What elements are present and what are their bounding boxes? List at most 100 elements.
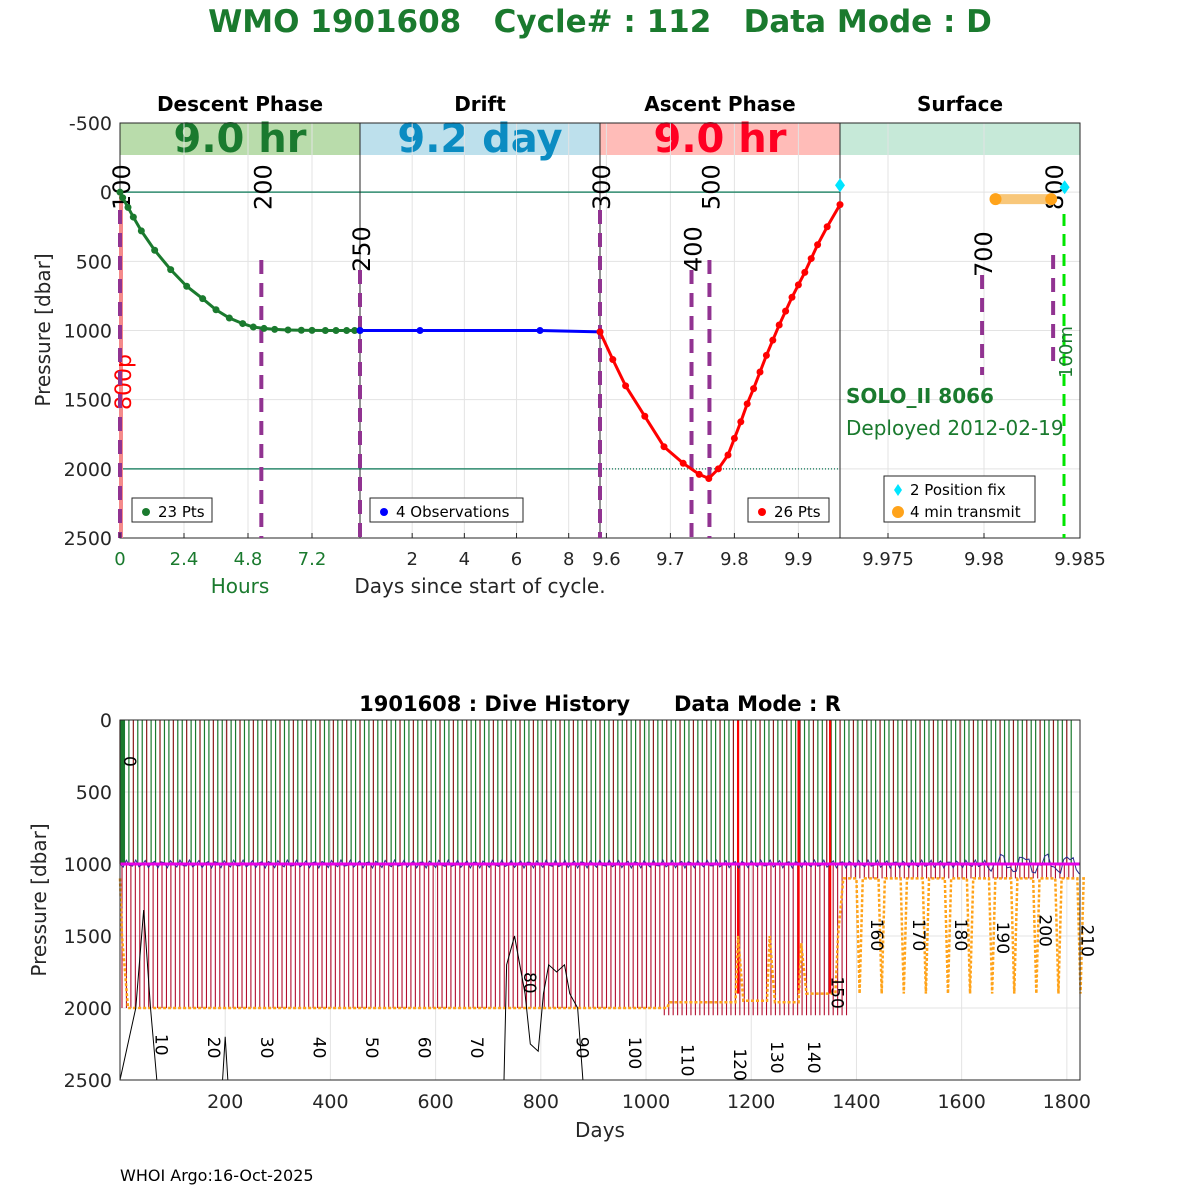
descent-point bbox=[183, 282, 191, 290]
ascent-point bbox=[823, 223, 831, 231]
cycle-label: 160 bbox=[866, 919, 886, 951]
x-tick-label-drift: 6 bbox=[511, 549, 522, 570]
cycle-label: 80 bbox=[519, 972, 539, 994]
dive-history-title: 1901608 : Dive History Data Mode : R bbox=[359, 692, 841, 716]
x-tick-label-surface: 9.985 bbox=[1054, 549, 1106, 570]
cycle-label: 70 bbox=[466, 1037, 486, 1059]
ascent-point bbox=[801, 268, 809, 276]
bottom-trace bbox=[222, 1036, 229, 1081]
y-tick-label: 500 bbox=[76, 251, 112, 273]
event-label-700: 700 bbox=[970, 231, 998, 277]
x-tick-label-descent: 7.2 bbox=[298, 549, 327, 570]
descent-point bbox=[239, 320, 247, 328]
profile-depth-trace bbox=[118, 877, 1085, 1010]
ascent-point bbox=[794, 281, 802, 289]
phase-duration-ascent: 9.0 hr bbox=[654, 116, 787, 162]
descent-point bbox=[167, 266, 175, 274]
x-tick-label: 400 bbox=[312, 1091, 348, 1113]
x-axis-label: Days bbox=[575, 1118, 625, 1142]
plot-frame bbox=[119, 719, 1081, 1081]
descent-point bbox=[119, 194, 127, 202]
drift-legend-label: 4 Observations bbox=[396, 503, 510, 521]
ascent-point bbox=[705, 475, 713, 483]
ascent-point bbox=[836, 201, 844, 209]
descent-point bbox=[129, 213, 137, 221]
descent-point bbox=[225, 314, 233, 322]
x-tick-label: 1000 bbox=[622, 1091, 670, 1113]
event-label-500: 500 bbox=[697, 164, 725, 210]
ascent-point bbox=[762, 351, 770, 359]
cycle-label: 100 bbox=[624, 1037, 644, 1069]
ascent-point bbox=[737, 418, 745, 426]
ascent-point bbox=[782, 307, 790, 315]
event-label-400: 400 bbox=[680, 226, 708, 272]
x-tick-label: 1800 bbox=[1043, 1091, 1091, 1113]
drift-legend-box bbox=[369, 497, 524, 523]
descent-point bbox=[297, 326, 305, 334]
ascent-point bbox=[609, 356, 617, 364]
descent-legend-label: 23 Pts bbox=[158, 503, 205, 521]
phase-band-ascent bbox=[600, 123, 840, 155]
event-label-200: 200 bbox=[249, 164, 277, 210]
ascent-point bbox=[695, 470, 703, 478]
surface-legend-swatch bbox=[894, 484, 902, 496]
ascent-point bbox=[743, 400, 751, 408]
phase-title-ascent: Ascent Phase bbox=[644, 92, 795, 116]
hours-axis-label: Hours bbox=[211, 574, 270, 598]
y-tick-label: 1500 bbox=[64, 390, 112, 412]
y-tick-label: 0 bbox=[100, 182, 112, 204]
phase-title-drift: Drift bbox=[454, 92, 506, 116]
y-tick-label: 2500 bbox=[64, 528, 112, 550]
descent-point bbox=[260, 324, 268, 332]
deployed-label: Deployed 2012-02-19 bbox=[846, 416, 1064, 440]
y-tick-label: 1000 bbox=[64, 854, 112, 876]
ascent-point bbox=[730, 434, 738, 442]
ascent-point bbox=[714, 465, 722, 473]
descent-point bbox=[284, 326, 292, 334]
y-axis-label: Pressure [dbar] bbox=[27, 823, 51, 976]
phase-band-descent bbox=[120, 123, 360, 155]
x-tick-label-ascent: 9.8 bbox=[720, 549, 749, 570]
y-tick-label: 500 bbox=[76, 782, 112, 804]
y-tick-label: 1000 bbox=[64, 321, 112, 343]
ascent-legend-box bbox=[747, 497, 830, 523]
position-fix-point bbox=[835, 178, 845, 193]
ascent-point bbox=[679, 459, 687, 467]
cycle-label: 130 bbox=[766, 1041, 786, 1073]
x-tick-label-surface: 9.975 bbox=[862, 549, 914, 570]
ascent-point bbox=[622, 382, 630, 390]
phase-title-surface: Surface bbox=[917, 92, 1003, 116]
descent-point bbox=[321, 327, 329, 334]
y-tick-label: 2000 bbox=[64, 459, 112, 481]
transmit-end-point bbox=[1045, 193, 1058, 206]
surface-legend-swatch bbox=[892, 506, 904, 518]
y-tick-label: 2000 bbox=[64, 998, 112, 1020]
footer-note: WHOI Argo:16-Oct-2025 bbox=[120, 1166, 314, 1185]
x-tick-label: 200 bbox=[207, 1091, 243, 1113]
phase-band-drift bbox=[360, 123, 600, 155]
event-label-250: 250 bbox=[348, 226, 376, 272]
x-tick-label: 1400 bbox=[832, 1091, 880, 1113]
phase-band-surface bbox=[840, 123, 1080, 155]
ascent-point bbox=[641, 412, 649, 420]
cycle-label: 120 bbox=[729, 1048, 749, 1080]
surface-legend-label: 4 min transmit bbox=[910, 503, 1021, 521]
ascent-point bbox=[807, 255, 815, 263]
drift-legend-swatch bbox=[380, 508, 388, 516]
x-tick-label-descent: 2.4 bbox=[170, 549, 199, 570]
x-tick-label-ascent: 9.7 bbox=[656, 549, 685, 570]
descent-point bbox=[343, 327, 351, 334]
park-depth-bar bbox=[119, 192, 123, 538]
cycle-label: 30 bbox=[256, 1037, 276, 1059]
depth-100m-label: 100m bbox=[1056, 326, 1077, 378]
drift-point bbox=[356, 327, 364, 334]
transmit-start-point bbox=[989, 193, 1002, 206]
phase-duration-descent: 9.0 hr bbox=[174, 116, 307, 162]
cycle-label: 190 bbox=[992, 922, 1012, 954]
cycle-label: 50 bbox=[361, 1037, 381, 1059]
phase-title-descent: Descent Phase bbox=[157, 92, 323, 116]
page-title: WMO 1901608 Cycle# : 112 Data Mode : D bbox=[208, 4, 992, 40]
cycle-label: 20 bbox=[203, 1037, 223, 1059]
ascent-point bbox=[756, 368, 764, 376]
first-cycle-bar bbox=[120, 720, 124, 864]
